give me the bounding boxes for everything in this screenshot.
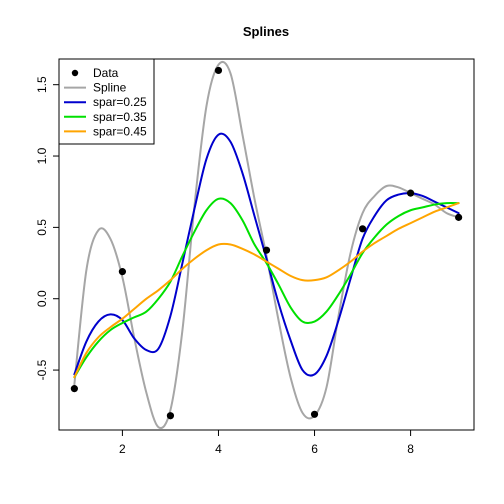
y-tick-label: 1.0 xyxy=(35,147,49,164)
legend-label-spar-0-25: spar=0.25 xyxy=(93,95,147,109)
y-tick-label: 1.5 xyxy=(35,76,49,93)
x-tick-label: 4 xyxy=(215,442,222,456)
data-point xyxy=(214,66,223,75)
axes-layer: 2 4 6 8 -0.5 0.0 0.5 1.0 1.5 xyxy=(35,58,475,456)
series-layer xyxy=(73,60,460,429)
chart-title: Splines xyxy=(243,24,289,39)
series-line-spar-0-25 xyxy=(73,132,460,377)
y-tick-label: 0.5 xyxy=(35,219,49,236)
legend-marker-data xyxy=(71,69,79,77)
data-point xyxy=(166,412,175,420)
x-tick-label: 8 xyxy=(407,442,414,456)
y-tick-label: -0.5 xyxy=(35,359,49,380)
x-tick-label: 6 xyxy=(311,442,318,456)
x-tick-label: 2 xyxy=(119,442,126,456)
y-tick-label: 0.0 xyxy=(35,290,49,307)
series-line-spar-0-35 xyxy=(73,197,460,379)
plot-frame xyxy=(58,58,475,431)
series-line-spline xyxy=(73,60,460,429)
data-point xyxy=(118,268,127,276)
data-point xyxy=(310,410,319,418)
data-point xyxy=(358,225,367,233)
legend-label-spline: Spline xyxy=(93,81,127,95)
legend-label-spar-0-45: spar=0.45 xyxy=(93,124,147,138)
series-line-spar-0-45 xyxy=(73,202,460,379)
data-points-layer xyxy=(70,66,463,420)
data-point xyxy=(262,246,271,254)
data-point xyxy=(455,213,463,221)
legend-label-data: Data xyxy=(93,66,119,80)
data-point xyxy=(406,189,415,197)
data-point xyxy=(70,385,78,393)
legend-label-spar-0-35: spar=0.35 xyxy=(93,110,147,124)
